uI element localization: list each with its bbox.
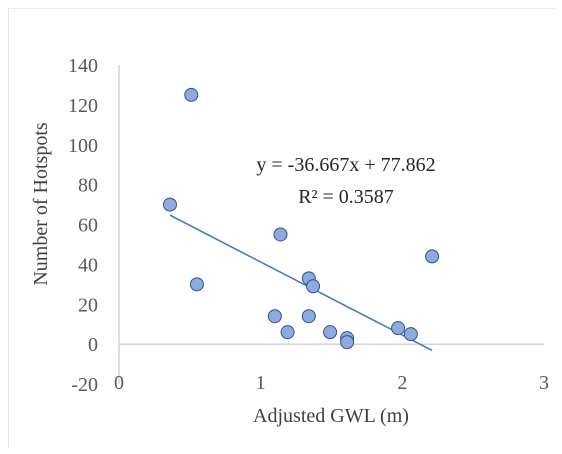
data-point [391,321,406,336]
x-axis-title: Adjusted GWL (m) [253,405,409,427]
data-point [184,87,199,102]
y-tick-label: -20 [71,374,98,396]
y-tick-label: 0 [88,334,98,356]
x-tick-label: 1 [256,372,266,394]
tick-labels: 0 1 2 3 -20 0 20 40 60 80 100 120 140 [68,55,549,396]
data-point [323,325,338,340]
x-tick-label: 0 [114,372,124,394]
r-squared-label: R² = 0.3587 [298,186,394,208]
y-tick-label: 140 [68,55,98,77]
x-tick-label: 2 [397,372,407,394]
y-tick-label: 80 [78,175,98,197]
data-point [189,277,204,292]
y-tick-label: 100 [68,135,98,157]
data-point [306,279,321,294]
y-tick-label: 20 [78,294,98,316]
data-point [280,325,295,340]
data-point [425,249,440,264]
y-axis-title: Number of Hotspots [30,122,52,286]
data-point [301,309,316,324]
x-tick-label: 3 [539,372,549,394]
data-points [163,87,440,350]
trendline-group [169,214,433,352]
trendline-equation: y = -36.667x + 77.862 [256,154,435,176]
y-tick-label: 40 [78,254,98,276]
data-point [163,197,177,212]
data-point [340,335,355,350]
chart-frame [8,8,555,448]
data-point [403,327,418,342]
y-tick-label: 60 [78,215,98,237]
trendline [169,214,433,352]
data-point [267,309,282,324]
axes [118,65,544,384]
data-point [273,227,288,242]
y-tick-label: 120 [68,95,98,117]
